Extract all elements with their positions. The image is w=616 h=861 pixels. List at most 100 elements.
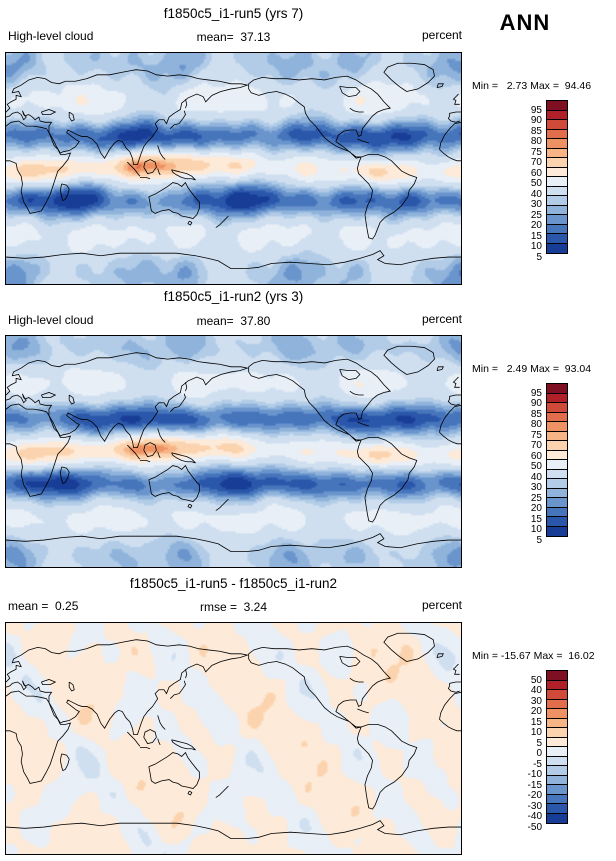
panel3-mean-label: mean = 0.25 <box>8 599 79 613</box>
colorbar-tick-label: 30 <box>530 482 542 493</box>
coastline-path <box>453 664 459 674</box>
coastline-path <box>440 405 461 444</box>
coastline-path <box>340 369 360 379</box>
colorbar-tick-label: 60 <box>530 450 542 462</box>
coastline-path <box>453 94 459 104</box>
coastline-path <box>350 108 364 112</box>
colorbar-tick-label: 75 <box>530 429 542 441</box>
coastline-path <box>216 499 229 511</box>
coastline-path <box>140 460 150 461</box>
colorbar-tick-label: 80 <box>530 136 542 147</box>
panel1-mean-label: mean= 37.13 <box>196 30 271 44</box>
coastline-path <box>357 437 416 522</box>
colorbar-tick-label: 5 <box>536 534 542 546</box>
colorbar-tick-label: -10 <box>527 769 542 780</box>
coastline-path <box>440 692 461 731</box>
panel1-minmax: Min = 2.73 Max = 94.46 <box>472 80 592 92</box>
colorbar-box <box>547 431 567 441</box>
colorbar-box <box>547 384 567 394</box>
coastline-path <box>350 678 364 682</box>
colorbar-box <box>547 766 567 776</box>
colorbar-box <box>547 785 567 795</box>
coastline-overlay <box>6 623 461 854</box>
coastline-path <box>249 76 391 158</box>
panel2-colorbar <box>546 383 568 537</box>
panel1-variable-label: High-level cloud <box>8 29 94 43</box>
coastline-path <box>6 534 461 552</box>
coastline-path <box>6 121 70 213</box>
coastline-path <box>158 452 161 458</box>
colorbar-tick-label: 85 <box>530 408 542 420</box>
panel2-variable-label: High-level cloud <box>8 313 94 327</box>
coastline-path <box>340 656 360 666</box>
colorbar-box <box>547 139 567 149</box>
coastline-path <box>188 504 192 508</box>
colorbar-tick-label: 85 <box>530 125 542 137</box>
colorbar-box <box>547 101 567 111</box>
coastline-path <box>69 682 74 691</box>
colorbar-box <box>547 158 567 168</box>
colorbar-box <box>547 186 567 196</box>
colorbar-box <box>547 690 567 700</box>
coastline-path <box>6 691 70 783</box>
panel3-title: f1850c5_i1-run5 - f1850c5_i1-run2 <box>129 576 338 591</box>
colorbar-box <box>547 177 567 187</box>
colorbar-tick-label: 90 <box>530 398 542 409</box>
coastline-overlay <box>6 336 461 567</box>
panel3-map-canvas <box>6 623 461 854</box>
panel3-minmax: Min = -15.67 Max = 16.02 <box>472 650 595 662</box>
colorbar-box <box>547 813 567 823</box>
coastline-path <box>41 392 55 397</box>
coastline-path <box>127 162 140 176</box>
coastline-path <box>188 221 192 225</box>
coastline-path <box>69 112 74 121</box>
coastline-path <box>41 679 55 684</box>
coastline-path <box>127 732 140 746</box>
coastline-path <box>384 63 435 91</box>
coastline-path <box>172 740 196 750</box>
coastline-path <box>6 251 461 269</box>
coastline-path <box>158 715 166 729</box>
colorbar-box <box>547 488 567 498</box>
season-label: ANN <box>499 10 551 35</box>
colorbar-tick-label: -15 <box>527 779 542 791</box>
coastline-path <box>149 753 200 789</box>
panel1-title: f1850c5_i1-run5 (yrs 7) <box>163 6 304 21</box>
colorbar-tick-label: -5 <box>533 758 542 770</box>
coastline-path <box>60 184 69 201</box>
coastline-path <box>127 445 140 459</box>
coastline-path <box>172 453 196 463</box>
colorbar-tick-label: -20 <box>527 790 542 801</box>
coastline-path <box>158 739 161 745</box>
colorbar-tick-label: 60 <box>530 167 542 179</box>
coastline-path <box>216 216 229 228</box>
coastline-path <box>144 443 157 457</box>
colorbar-tick-label: 50 <box>530 674 542 686</box>
panel2-map <box>5 335 462 568</box>
colorbar-tick-label: 30 <box>530 695 542 707</box>
colorbar-box <box>547 224 567 234</box>
coastline-path <box>357 724 416 809</box>
panel2-map-canvas <box>6 336 461 567</box>
colorbar-tick-label: -50 <box>527 821 542 833</box>
colorbar-tick-label: 95 <box>530 104 542 116</box>
colorbar-box <box>547 498 567 508</box>
coastline-path <box>41 109 55 114</box>
coastline-path <box>440 122 461 161</box>
coastline-path <box>448 112 461 122</box>
colorbar-box <box>547 526 567 536</box>
colorbar-tick-label: -40 <box>527 811 542 822</box>
colorbar-tick-label: 25 <box>530 209 542 221</box>
colorbar-box <box>547 412 567 422</box>
colorbar-box <box>547 167 567 177</box>
coastline-path <box>185 99 186 108</box>
colorbar-tick-label: 70 <box>530 157 542 168</box>
coastline-path <box>357 422 368 426</box>
colorbar-box <box>547 422 567 432</box>
colorbar-box <box>547 794 567 804</box>
panel3-units-label: percent <box>421 598 462 612</box>
coastline-path <box>437 367 443 371</box>
colorbar-tick-label: 70 <box>530 440 542 451</box>
colorbar-tick-label: 95 <box>530 387 542 399</box>
colorbar-box <box>547 775 567 785</box>
